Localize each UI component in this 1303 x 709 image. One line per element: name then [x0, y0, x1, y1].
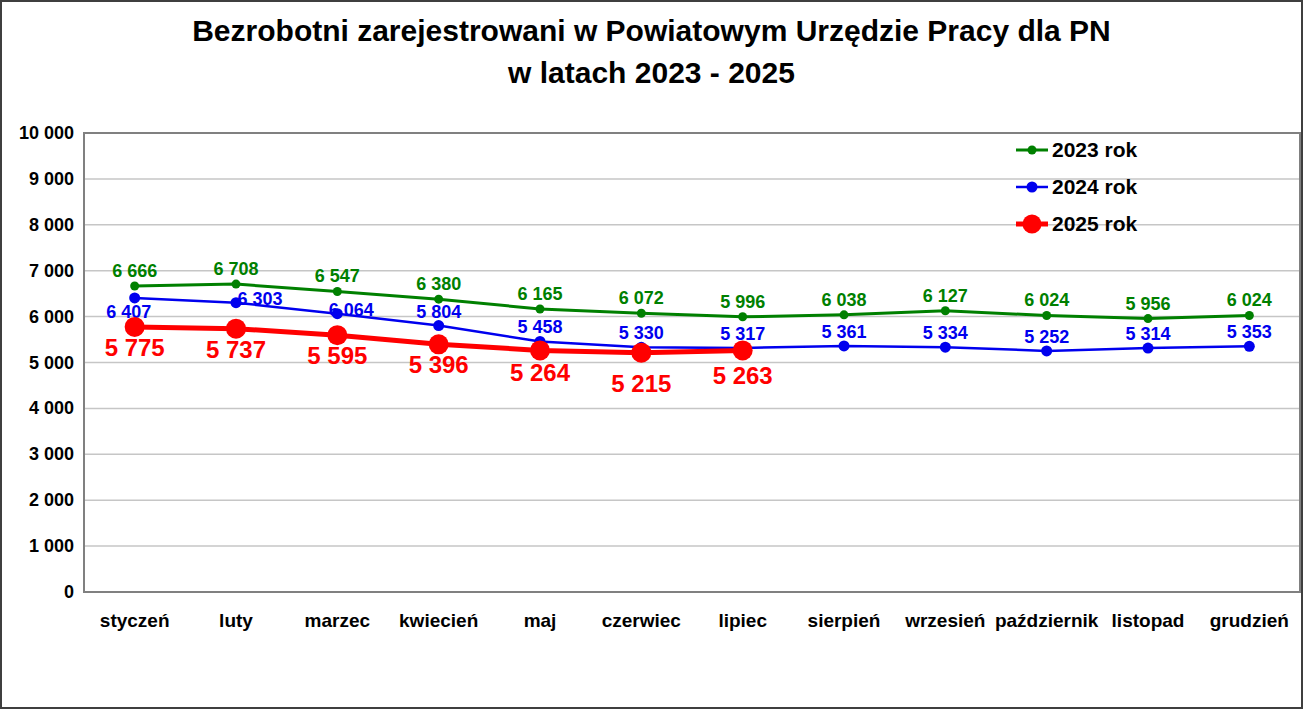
x-axis-label: październik	[995, 610, 1099, 631]
data-label: 6 127	[923, 286, 968, 306]
data-label: 6 024	[1024, 290, 1069, 310]
data-label: 6 072	[619, 288, 664, 308]
data-label: 6 407	[106, 302, 151, 322]
data-point	[536, 305, 545, 314]
data-point	[631, 343, 651, 363]
data-label: 6 038	[821, 290, 866, 310]
data-label: 5 956	[1125, 294, 1170, 314]
data-point	[1041, 345, 1052, 356]
y-tick-label: 7 000	[29, 261, 74, 281]
data-point	[840, 310, 849, 319]
data-label: 6 024	[1227, 290, 1272, 310]
legend-label: 2025 rok	[1052, 212, 1138, 235]
data-point	[1244, 341, 1255, 352]
data-label: 6 380	[416, 274, 461, 294]
y-tick-label: 1 000	[29, 536, 74, 556]
y-tick-label: 8 000	[29, 215, 74, 235]
data-label: 5 264	[510, 359, 571, 386]
y-tick-label: 0	[64, 582, 74, 602]
data-point	[530, 340, 550, 360]
y-tick-label: 6 000	[29, 307, 74, 327]
x-axis-label: wrzesień	[904, 610, 985, 631]
line-chart: 0 1 000 2 000 3 000 4 000 5 000 6 000 7 000 8 00…	[2, 2, 1301, 707]
x-axis-label: sierpień	[808, 610, 881, 631]
y-tick-label: 2 000	[29, 490, 74, 510]
data-label: 5 396	[409, 351, 469, 378]
data-label: 5 737	[206, 336, 266, 363]
data-label: 6 303	[237, 289, 282, 309]
x-axis-label: luty	[219, 610, 253, 631]
data-label: 6 547	[315, 266, 360, 286]
x-axis-label: styczeń	[100, 610, 170, 631]
data-point	[733, 340, 753, 360]
legend-marker	[1028, 146, 1037, 155]
x-axis-label: lipiec	[718, 610, 767, 631]
x-axis-label: marzec	[305, 610, 371, 631]
data-label: 5 263	[713, 362, 773, 389]
data-point	[637, 309, 646, 318]
data-label: 6 064	[329, 300, 374, 320]
data-label: 5 361	[821, 322, 866, 342]
data-point	[1144, 314, 1153, 323]
data-point	[839, 340, 850, 351]
series-line-2023-rok	[135, 284, 1250, 319]
y-tick-label: 9 000	[29, 169, 74, 189]
legend-marker	[1027, 182, 1038, 193]
legend-label: 2024 rok	[1052, 175, 1138, 198]
x-axis-label: kwiecień	[399, 610, 478, 631]
data-label: 6 708	[213, 259, 258, 279]
data-label: 6 666	[112, 261, 157, 281]
data-point	[738, 312, 747, 321]
series-line-2024-rok	[135, 298, 1250, 351]
x-axis-label: listopad	[1112, 610, 1185, 631]
data-label: 5 775	[105, 334, 165, 361]
data-label: 5 353	[1227, 322, 1272, 342]
y-tick-label: 3 000	[29, 444, 74, 464]
data-label: 5 804	[416, 302, 461, 322]
data-label: 5 334	[923, 323, 968, 343]
x-axis-label: maj	[524, 610, 557, 631]
data-label: 5 330	[619, 323, 664, 343]
x-axis-label: czerwiec	[602, 610, 682, 631]
legend-marker	[1023, 215, 1042, 234]
y-tick-label: 10 000	[19, 123, 74, 143]
data-point	[941, 306, 950, 315]
data-label: 5 595	[307, 342, 367, 369]
data-point	[333, 287, 342, 296]
x-axis-label: grudzień	[1210, 610, 1289, 631]
data-label: 6 165	[517, 284, 562, 304]
data-point	[1245, 311, 1254, 320]
data-label: 5 215	[611, 370, 671, 397]
data-point	[130, 282, 139, 291]
data-label: 5 458	[517, 317, 562, 337]
data-point	[232, 280, 241, 289]
data-label: 5 252	[1024, 327, 1069, 347]
data-point	[433, 320, 444, 331]
legend-label: 2023 rok	[1052, 138, 1138, 161]
data-point	[1042, 311, 1051, 320]
data-point	[1143, 343, 1154, 354]
data-label: 5 314	[1125, 324, 1170, 344]
legend-item: 2025 rok	[1016, 212, 1138, 235]
chart-page: Bezrobotni zarejestrowani w Powiatowym U…	[0, 0, 1303, 709]
legend-item: 2023 rok	[1016, 138, 1138, 161]
data-label: 5 996	[720, 292, 765, 312]
y-tick-label: 5 000	[29, 353, 74, 373]
y-tick-label: 4 000	[29, 398, 74, 418]
data-point	[940, 342, 951, 353]
